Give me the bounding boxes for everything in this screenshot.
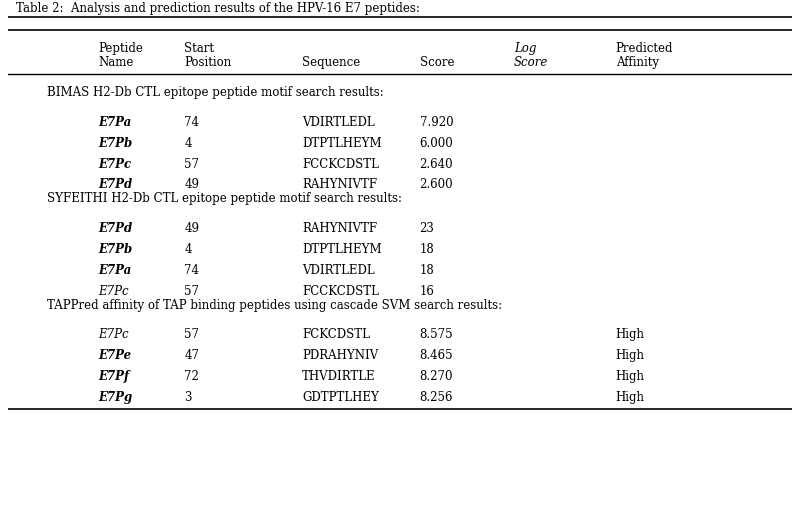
Text: Table 2:  Analysis and prediction results of the HPV-16 E7 peptides:: Table 2: Analysis and prediction results… (16, 2, 420, 15)
Text: 72: 72 (184, 370, 199, 383)
Text: E7Pc: E7Pc (98, 158, 131, 170)
Text: Log: Log (514, 42, 536, 55)
Text: High: High (616, 349, 645, 363)
Text: 74: 74 (184, 264, 199, 277)
Text: GDTPTLHEY: GDTPTLHEY (302, 391, 379, 404)
Text: SYFEITHI H2-Db CTL epitope peptide motif search results:: SYFEITHI H2-Db CTL epitope peptide motif… (47, 192, 402, 205)
Text: E7Pd: E7Pd (98, 222, 133, 235)
Text: Start: Start (184, 42, 214, 55)
Text: PDRAHYNIV: PDRAHYNIV (302, 349, 378, 363)
Text: Score: Score (420, 56, 454, 69)
Text: THVDIRTLE: THVDIRTLE (302, 370, 376, 383)
Text: 47: 47 (184, 349, 199, 363)
Text: E7Pa: E7Pa (98, 264, 131, 277)
Text: 4: 4 (184, 137, 192, 150)
Text: BIMAS H2-Db CTL epitope peptide motif search results:: BIMAS H2-Db CTL epitope peptide motif se… (47, 86, 384, 99)
Text: E7Pg: E7Pg (98, 391, 133, 404)
Text: 8.575: 8.575 (420, 329, 454, 342)
Text: 49: 49 (184, 178, 199, 192)
Text: 8.256: 8.256 (420, 391, 453, 404)
Text: 57: 57 (184, 158, 199, 170)
Text: 18: 18 (420, 264, 434, 277)
Text: 16: 16 (420, 285, 434, 298)
Text: Score: Score (514, 56, 548, 69)
Text: High: High (616, 391, 645, 404)
Text: Predicted: Predicted (616, 42, 673, 55)
Text: 6.000: 6.000 (420, 137, 454, 150)
Text: DTPTLHEYM: DTPTLHEYM (302, 243, 382, 256)
Text: E7Pb: E7Pb (98, 137, 133, 150)
Text: FCCKCDSTL: FCCKCDSTL (302, 158, 379, 170)
Text: 7.920: 7.920 (420, 116, 454, 129)
Text: E7Pc: E7Pc (98, 329, 129, 342)
Text: E7Pb: E7Pb (98, 243, 133, 256)
Text: 57: 57 (184, 285, 199, 298)
Text: FCKCDSTL: FCKCDSTL (302, 329, 370, 342)
Text: DTPTLHEYM: DTPTLHEYM (302, 137, 382, 150)
Text: Affinity: Affinity (616, 56, 658, 69)
Text: Sequence: Sequence (302, 56, 360, 69)
Text: 18: 18 (420, 243, 434, 256)
Text: E7Pd: E7Pd (98, 178, 133, 192)
Text: FCCKCDSTL: FCCKCDSTL (302, 285, 379, 298)
Text: 49: 49 (184, 222, 199, 235)
Text: VDIRTLEDL: VDIRTLEDL (302, 116, 374, 129)
Text: 3: 3 (184, 391, 192, 404)
Text: High: High (616, 329, 645, 342)
Text: 8.465: 8.465 (420, 349, 454, 363)
Text: 57: 57 (184, 329, 199, 342)
Text: VDIRTLEDL: VDIRTLEDL (302, 264, 374, 277)
Text: 74: 74 (184, 116, 199, 129)
Text: E7Pc: E7Pc (98, 285, 129, 298)
Text: Peptide: Peptide (98, 42, 143, 55)
Text: 8.270: 8.270 (420, 370, 453, 383)
Text: 4: 4 (184, 243, 192, 256)
Text: 2.640: 2.640 (420, 158, 454, 170)
Text: High: High (616, 370, 645, 383)
Text: Name: Name (98, 56, 134, 69)
Text: RAHYNIVTF: RAHYNIVTF (302, 178, 377, 192)
Text: 2.600: 2.600 (420, 178, 454, 192)
Text: E7Pf: E7Pf (98, 370, 129, 383)
Text: Position: Position (184, 56, 232, 69)
Text: RAHYNIVTF: RAHYNIVTF (302, 222, 377, 235)
Text: E7Pa: E7Pa (98, 116, 131, 129)
Text: 23: 23 (420, 222, 434, 235)
Text: E7Pe: E7Pe (98, 349, 131, 363)
Text: TAPPred affinity of TAP binding peptides using cascade SVM search results:: TAPPred affinity of TAP binding peptides… (47, 299, 502, 312)
